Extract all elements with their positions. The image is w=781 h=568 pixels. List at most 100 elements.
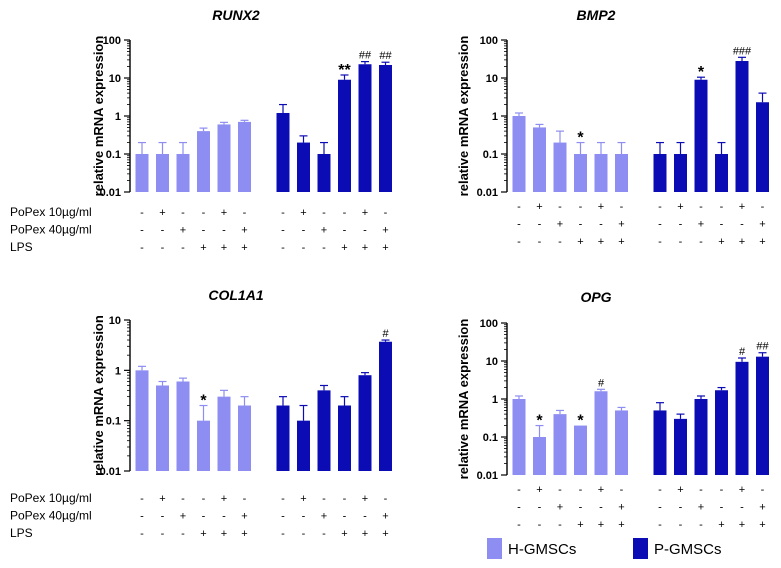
y-tick-label: 1 [115, 365, 121, 377]
treatment-sign: + [739, 484, 745, 496]
treatment-sign: + [698, 502, 704, 514]
treatment-sign: - [658, 502, 662, 514]
treatment-sign: - [363, 511, 367, 523]
treatment-sign: - [699, 519, 703, 531]
treatment-sign: + [241, 225, 247, 237]
significance-marker: * [200, 393, 207, 410]
treatment-sign: - [222, 225, 226, 237]
treatment-sign: + [618, 236, 624, 248]
treatment-sign: - [740, 502, 744, 514]
treatment-sign: - [343, 511, 347, 523]
treatment-sign: - [343, 225, 347, 237]
treatment-sign: + [159, 493, 165, 505]
treatment-sign: + [598, 484, 604, 496]
treatment-sign: - [558, 201, 562, 213]
treatment-sign: - [140, 511, 144, 523]
y-tick-label: 100 [103, 35, 121, 47]
treatment-row-label: PoPex 40µg/ml [10, 223, 92, 237]
significance-marker: # [598, 377, 605, 389]
treatment-sign: - [720, 219, 724, 231]
bar [674, 154, 687, 192]
y-tick-label: 10 [109, 73, 121, 85]
series-p-gmscs: # [276, 328, 392, 471]
treatment-sign: + [241, 242, 247, 254]
legend-swatch-p-gmscs [633, 538, 648, 559]
treatment-sign: - [202, 207, 206, 219]
treatment-sign: - [161, 511, 165, 523]
treatment-sign: - [161, 242, 165, 254]
treatment-sign: + [241, 511, 247, 523]
treatment-sign: + [759, 219, 765, 231]
treatment-sign: - [302, 511, 306, 523]
bar [533, 437, 546, 475]
treatment-sign: - [658, 219, 662, 231]
treatment-sign: + [739, 201, 745, 213]
treatment-row-label: PoPex 10µg/ml [10, 491, 92, 505]
bar [317, 154, 331, 192]
treatment-sign: + [159, 207, 165, 219]
treatment-sign: - [343, 207, 347, 219]
panel-col1a1: COL1A1 relative mRNA expression 10 1 0.1 0.01… [10, 287, 392, 540]
bar [217, 124, 231, 192]
treatment-row-label: PoPex 10µg/ml [10, 205, 92, 219]
treatment-sign: + [321, 511, 327, 523]
treatment-sign: + [200, 242, 206, 254]
bar [615, 410, 628, 475]
bar [735, 61, 749, 192]
bar [379, 64, 392, 192]
bar [715, 154, 728, 192]
bar [553, 142, 567, 192]
treatment-sign: + [759, 519, 765, 531]
bar [238, 121, 251, 192]
y-tick-label: 10 [486, 356, 498, 368]
y-tick-label: 0.1 [483, 149, 498, 161]
treatment-sign: - [517, 502, 521, 514]
bar [217, 396, 231, 471]
bar [297, 142, 310, 192]
treatment-sign: - [720, 201, 724, 213]
bar [653, 410, 667, 475]
treatment-sign: - [658, 201, 662, 213]
treatment-sign: - [181, 207, 185, 219]
treatment-sign: - [222, 511, 226, 523]
treatment-sign: + [618, 219, 624, 231]
treatment-sign: + [382, 242, 388, 254]
treatment-sign: - [281, 207, 285, 219]
y-tick-label: 1 [115, 111, 121, 123]
treatment-sign: - [140, 207, 144, 219]
bar [156, 385, 169, 471]
bar [594, 154, 608, 192]
treatment-sign: + [362, 493, 368, 505]
treatment-sign: + [362, 528, 368, 540]
treatment-sign: - [620, 201, 624, 213]
treatment-sign: + [677, 201, 683, 213]
bar [358, 64, 372, 192]
y-tick-label: 1 [492, 111, 498, 123]
treatment-sign: - [579, 484, 583, 496]
treatment-sign: - [181, 493, 185, 505]
significance-marker: ## [756, 341, 769, 353]
treatment-sign: - [517, 201, 521, 213]
treatment-sign: + [221, 207, 227, 219]
bar [338, 405, 351, 471]
treatment-sign: - [740, 219, 744, 231]
significance-marker: * [698, 64, 705, 81]
treatment-sign: - [140, 493, 144, 505]
treatment-sign: - [679, 519, 683, 531]
panel-opg: OPG relative mRNA expression 100 10 1 0.1 0.01… [456, 289, 769, 531]
treatment-sign: - [181, 528, 185, 540]
treatment-sign: - [140, 528, 144, 540]
series-p-gmscs: # ## [653, 341, 769, 475]
treatment-sign: - [558, 236, 562, 248]
treatment-sign: + [759, 236, 765, 248]
series-h-gmscs [135, 119, 251, 192]
treatment-sign: - [302, 225, 306, 237]
y-tick-label: 0.1 [483, 432, 498, 444]
bar [379, 341, 392, 471]
bar [694, 79, 708, 192]
treatment-sign: - [243, 493, 247, 505]
legend-label: H-GMSCs [508, 541, 576, 558]
treatment-sign: - [699, 484, 703, 496]
bar [135, 154, 149, 192]
